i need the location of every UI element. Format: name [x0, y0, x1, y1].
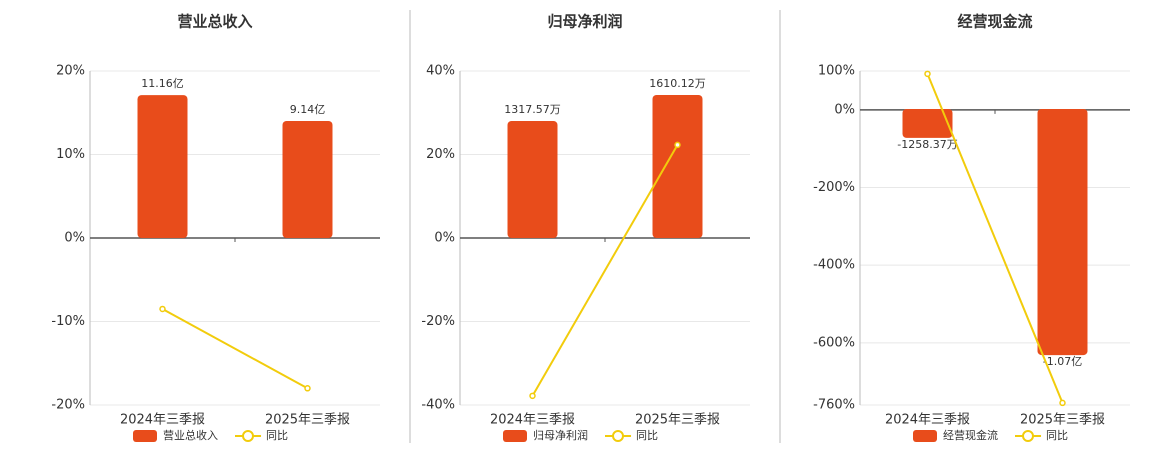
x-tick-label: 2024年三季报: [120, 413, 205, 428]
legend-point: [612, 430, 624, 442]
legend-swatch: [913, 430, 937, 442]
y-tick-label: 40%: [426, 64, 455, 79]
chart-title: 经营现金流: [957, 13, 1032, 31]
y-tick-label: -600%: [813, 335, 855, 350]
x-tick-label: 2025年三季报: [265, 413, 350, 428]
line-point: [1059, 399, 1066, 407]
y-tick-label: -400%: [813, 258, 855, 273]
legend-swatch: [503, 430, 527, 442]
value-label: 1317.57万: [504, 103, 561, 116]
bar: [902, 108, 953, 138]
y-tick-label: -10%: [51, 314, 85, 329]
y-tick-label: 100%: [818, 64, 855, 79]
line-point: [924, 70, 931, 78]
chart-title: 归母净利润: [547, 13, 622, 31]
line: [162, 308, 308, 390]
y-tick-label: -20%: [421, 314, 455, 329]
x-tick-label: 2024年三季报: [490, 413, 575, 428]
y-tick-label: 0%: [434, 231, 455, 246]
value-label: 9.14亿: [290, 103, 326, 116]
legend-label: 经营现金流: [943, 428, 998, 442]
bar: [507, 120, 558, 238]
bar: [652, 94, 703, 238]
y-tick-label: 20%: [426, 147, 455, 162]
y-tick-label: 0%: [834, 102, 855, 117]
chart-title: 营业总收入: [177, 13, 252, 31]
bar: [137, 95, 188, 238]
line-point: [529, 392, 536, 400]
y-tick-label: 10%: [56, 147, 85, 162]
legend-point: [242, 430, 254, 442]
x-tick-label: 2025年三季报: [1020, 413, 1105, 428]
y-tick-label: 0%: [64, 231, 85, 246]
x-tick-label: 2025年三季报: [635, 413, 720, 428]
value-label: 11.16亿: [141, 77, 184, 90]
y-tick-label: -760%: [813, 398, 855, 413]
y-tick-label: -40%: [421, 398, 455, 413]
legend-label: 同比: [636, 429, 658, 442]
value-label: -1258.37万: [897, 138, 957, 151]
line: [531, 144, 679, 397]
y-tick-label: -200%: [813, 180, 855, 195]
legend-label: 营业总收入: [163, 428, 218, 442]
y-tick-label: -20%: [51, 398, 85, 413]
value-label: 1610.12万: [649, 77, 706, 90]
y-tick-label: 20%: [56, 64, 85, 79]
legend-swatch: [133, 430, 157, 442]
legend-label: 归母净利润: [533, 428, 588, 442]
line: [926, 73, 1064, 404]
x-tick-label: 2024年三季报: [885, 413, 970, 428]
value-label: -1.07亿: [1043, 355, 1082, 368]
line-point: [304, 385, 311, 392]
bar: [1037, 108, 1088, 356]
legend-label: 同比: [1046, 429, 1068, 442]
legend-label: 同比: [266, 429, 288, 442]
line-point: [159, 305, 166, 313]
bar: [282, 120, 333, 238]
legend-point: [1022, 430, 1034, 442]
line-point: [674, 141, 681, 149]
